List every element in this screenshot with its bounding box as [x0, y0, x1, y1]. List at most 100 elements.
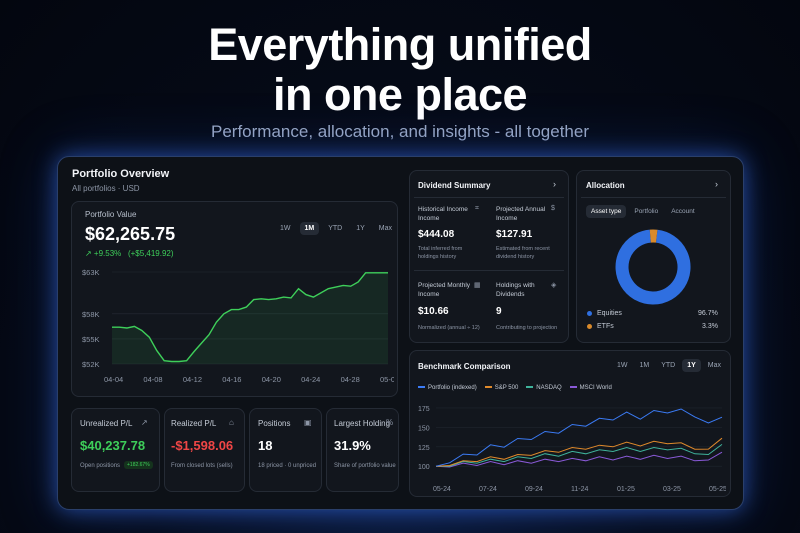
range-1w-button[interactable]: 1W: [280, 225, 291, 232]
tab-asset-type[interactable]: Asset type: [586, 205, 627, 218]
x-tick-label: 11-24: [571, 486, 588, 493]
realized-pl-value: -$1,598.06: [171, 438, 234, 453]
bench-range-max-button[interactable]: Max: [707, 362, 722, 369]
x-tick-label: 04-04: [104, 375, 123, 384]
y-tick-label: $58K: [82, 310, 100, 319]
largest-holding-note: Share of portfolio value: [334, 463, 396, 469]
x-tick-label: 05-04: [380, 375, 394, 384]
historical-income-note-line2: holdings history: [418, 254, 457, 260]
tab-portfolio[interactable]: Portfolio: [634, 208, 659, 215]
x-tick-label: 04-12: [183, 375, 202, 384]
positions-note: 18 priced · 0 unpriced: [258, 463, 317, 469]
unrealized-pl-card: [71, 408, 160, 492]
unrealized-pl-value: $40,237.78: [80, 438, 146, 453]
bench-range-1m-button[interactable]: 1M: [639, 362, 650, 369]
realized-pl-note: From closed lots (sells): [171, 463, 233, 469]
bench-range-ytd-button[interactable]: YTD: [661, 362, 676, 369]
donut-slice-equities[interactable]: [615, 229, 691, 305]
series-line-portfolio-indexed-: [435, 408, 723, 467]
y-tick-label: 100: [418, 464, 430, 471]
hero-title: Everything unified in one place: [0, 20, 800, 120]
sp500-swatch: [484, 386, 492, 389]
dividend-summary-title: Dividend Summary: [418, 181, 491, 190]
benchmark-title: Benchmark Comparison: [418, 362, 511, 371]
projected-annual-label-line1: Projected Annual: [496, 206, 546, 213]
projected-annual-label: Projected Annual Income: [496, 205, 545, 223]
projected-monthly-label: Projected Monthly Income: [418, 281, 470, 299]
portfolio-value-card: [71, 201, 398, 397]
holdings-dividends-label: Holdings with Dividends: [496, 281, 535, 299]
range-ytd-button[interactable]: YTD: [328, 225, 343, 232]
layers-icon: ◈: [551, 282, 557, 289]
portfolio-area: [112, 272, 388, 364]
portfolio-change-abs: (+$5,419.92): [127, 249, 174, 258]
historical-income-note-line1: Total inferred from: [418, 246, 463, 252]
x-tick-label: 01-25: [617, 486, 635, 493]
allocation-chevron-right-icon[interactable]: ›: [715, 179, 718, 189]
projected-annual-value: $127.91: [496, 229, 533, 240]
y-tick-label: $55K: [82, 335, 100, 344]
legend-item-sp500: S&P 500: [484, 385, 518, 391]
range-1m-button[interactable]: 1M: [299, 222, 320, 235]
hero-subtitle: Performance, allocation, and insights - …: [211, 122, 589, 141]
x-tick-label: 04-16: [222, 375, 241, 384]
nasdaq-swatch: [526, 386, 534, 389]
portfolio-value-amount: $62,265.75: [85, 224, 176, 244]
tab-account[interactable]: Account: [671, 208, 695, 215]
bench-range-1y-button[interactable]: 1Y: [682, 359, 701, 372]
x-tick-label: 04-08: [143, 375, 162, 384]
chart-icon: ⌗: [475, 205, 479, 212]
msci-swatch: [569, 386, 577, 389]
historical-income-note: Total inferred from holdings history: [418, 245, 462, 261]
bench-range-1w-button[interactable]: 1W: [617, 362, 628, 369]
equities-color-swatch: [587, 310, 592, 316]
legend-label-portfolio: Portfolio (indexed): [428, 385, 477, 391]
legend-item-equities: Equities: [587, 310, 622, 317]
historical-income-label-line1: Historical Income: [418, 206, 468, 213]
realized-pl-card: [164, 408, 245, 492]
etfs-label: ETFs: [597, 323, 614, 330]
y-tick-label: $63K: [82, 268, 100, 277]
y-tick-label: 175: [418, 406, 430, 413]
y-tick-label: 150: [418, 425, 430, 432]
y-tick-label: 125: [418, 445, 430, 452]
dividend-chevron-right-icon[interactable]: ›: [553, 179, 556, 189]
portfolio-value-chart: $52K $55K $58K $63K 04-04 04-08 04-12 04-16 04-2…: [82, 268, 394, 384]
unrealized-pl-badge: +182.67%: [124, 461, 153, 469]
positions-value: 18: [258, 438, 273, 453]
projected-monthly-label-line1: Projected Monthly: [418, 282, 471, 289]
portfolio-value-label: Portfolio Value: [85, 210, 137, 219]
x-tick-label: 07-24: [479, 486, 497, 493]
projected-monthly-value: $10.66: [418, 306, 449, 317]
allocation-tabs: Asset type Portfolio Account: [586, 205, 700, 218]
range-max-button[interactable]: Max: [378, 225, 393, 232]
divider: [414, 197, 564, 198]
x-tick-label: 04-28: [341, 375, 360, 384]
percent-icon: %: [386, 418, 394, 427]
etfs-color-swatch: [587, 323, 592, 329]
divider: [414, 270, 564, 271]
historical-income-label: Historical Income Income: [418, 205, 468, 223]
legend-item-msci: MSCI World: [569, 385, 612, 391]
largest-holding-label: Largest Holding: [334, 419, 391, 428]
portfolio-change-pct: ↗ +9.53%: [85, 249, 122, 258]
legend-label-nasdaq: NASDAQ: [536, 385, 562, 391]
x-tick-label: 03-25: [663, 486, 681, 493]
holdings-dividends-note: Contributing to projection: [496, 325, 558, 331]
benchmark-card: [409, 350, 731, 497]
y-tick-label: $52K: [82, 360, 100, 369]
range-1y-button[interactable]: 1Y: [356, 225, 365, 232]
positions-label: Positions: [258, 419, 291, 428]
historical-income-label-line2: Income: [418, 215, 440, 222]
projected-monthly-note: Normalized (annual ÷ 12): [418, 325, 480, 331]
portfolio-change: ↗ +9.53% (+$5,419.92): [85, 249, 174, 258]
dividend-summary-card: [409, 170, 569, 343]
unrealized-pl-label: Unrealized P/L: [80, 419, 133, 428]
x-tick-label: 04-20: [262, 375, 281, 384]
legend-item-portfolio: Portfolio (indexed): [418, 385, 477, 391]
legend-label-msci: MSCI World: [579, 385, 612, 391]
x-tick-label: 05-24: [433, 486, 451, 493]
unrealized-pl-note: Open positions: [80, 463, 121, 469]
hero-title-line2: in one place: [272, 69, 528, 120]
page-title: Portfolio Overview: [72, 168, 170, 180]
